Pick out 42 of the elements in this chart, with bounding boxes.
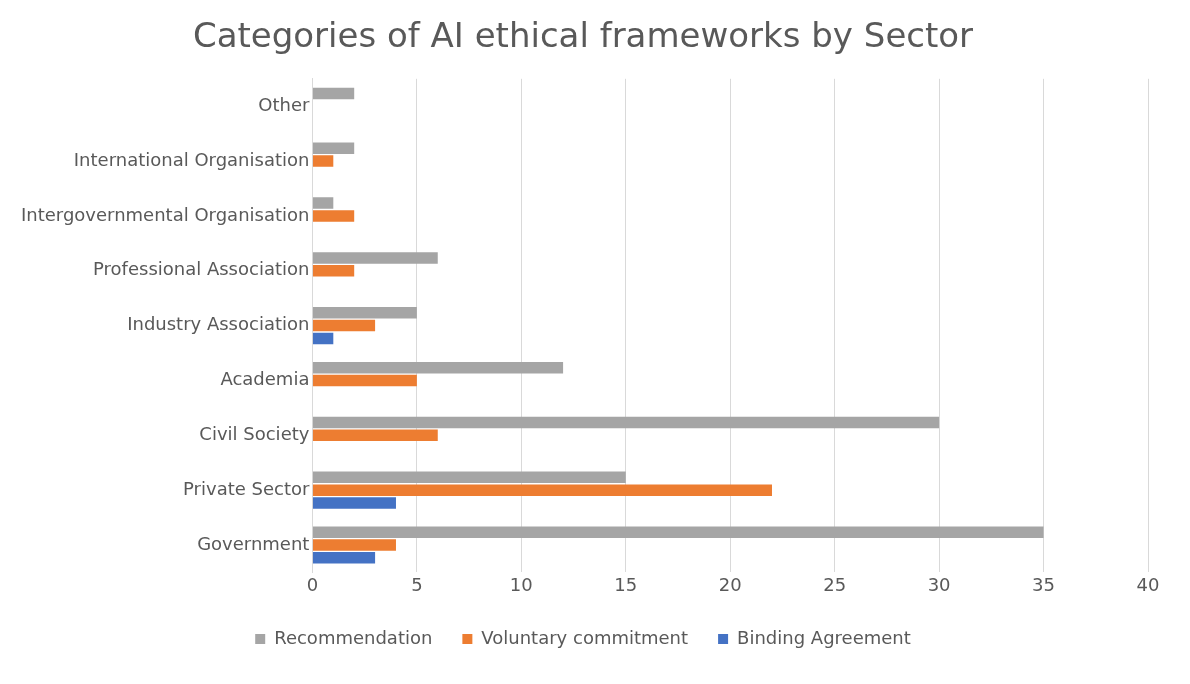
bar <box>312 484 772 496</box>
bar <box>312 265 355 277</box>
y-tick-label: Private Sector <box>183 477 311 499</box>
legend-label: Recommendation <box>274 626 433 648</box>
bar <box>312 210 355 222</box>
bar <box>312 87 355 100</box>
x-tick-label: 0 <box>306 573 319 595</box>
y-tick-label: International Organisation <box>73 148 310 170</box>
chart-title: Categories of AI ethical frameworks by Sector <box>192 15 974 56</box>
x-tick-label: 5 <box>411 573 423 595</box>
x-tick-label: 35 <box>1032 573 1056 595</box>
x-tick-label: 30 <box>927 573 951 595</box>
y-tick-label: Industry Association <box>127 313 310 335</box>
legend-label: Binding Agreement <box>737 626 911 648</box>
bar <box>312 319 376 332</box>
x-tick-label: 40 <box>1136 573 1160 595</box>
bar <box>312 374 417 387</box>
y-tick-label: Other <box>258 93 311 115</box>
bar <box>312 497 396 509</box>
bar <box>312 471 626 484</box>
y-tick-label: Intergovernmental Organisation <box>21 203 310 225</box>
x-tick-label: 20 <box>718 573 742 595</box>
bar <box>312 252 438 264</box>
bar <box>312 307 417 319</box>
bar <box>312 361 564 374</box>
bar <box>312 197 334 209</box>
y-tick-label: Government <box>197 532 310 554</box>
x-tick-label: 10 <box>509 573 533 595</box>
bar <box>312 429 438 442</box>
bar <box>312 332 334 345</box>
bar <box>312 552 376 564</box>
bar <box>312 539 396 551</box>
x-tick-label: 15 <box>614 573 638 595</box>
bar <box>312 526 1044 538</box>
y-tick-label: Academia <box>220 368 310 390</box>
y-tick-label: Civil Society <box>199 422 310 444</box>
y-tick-label: Professional Association <box>93 258 310 280</box>
bar <box>312 155 334 167</box>
bar <box>312 142 355 155</box>
x-tick-label: 25 <box>823 573 847 595</box>
bar <box>312 416 940 429</box>
legend-label: Voluntary commitment <box>481 626 689 648</box>
